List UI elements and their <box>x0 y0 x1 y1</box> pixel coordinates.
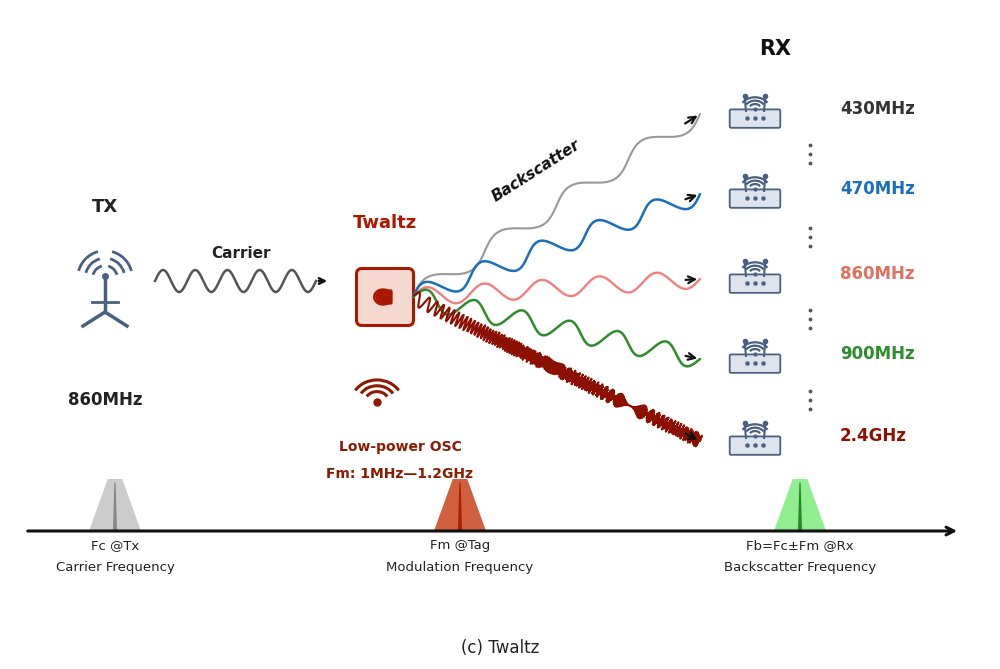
FancyBboxPatch shape <box>730 189 780 208</box>
Text: Low-power OSC: Low-power OSC <box>339 440 461 454</box>
Text: Fm @Tag: Fm @Tag <box>430 539 490 552</box>
Text: 860MHz: 860MHz <box>68 391 142 409</box>
Text: Twaltz: Twaltz <box>353 214 417 232</box>
Polygon shape <box>113 482 117 531</box>
Text: Backscatter: Backscatter <box>490 137 583 204</box>
FancyBboxPatch shape <box>730 110 780 128</box>
Text: 900MHz: 900MHz <box>840 345 915 363</box>
FancyBboxPatch shape <box>730 436 780 455</box>
Text: 2.4GHz: 2.4GHz <box>840 427 907 445</box>
FancyBboxPatch shape <box>356 268 414 326</box>
FancyBboxPatch shape <box>730 355 780 373</box>
Text: 860MHz: 860MHz <box>840 265 914 283</box>
Polygon shape <box>89 479 141 531</box>
Text: Carrier Frequency: Carrier Frequency <box>56 561 174 574</box>
Text: RX: RX <box>759 39 791 59</box>
Text: Fm: 1MHz—1.2GHz: Fm: 1MHz—1.2GHz <box>326 467 474 481</box>
Text: Backscatter Frequency: Backscatter Frequency <box>724 561 876 574</box>
Text: Fc @Tx: Fc @Tx <box>91 539 139 552</box>
Polygon shape <box>774 479 826 531</box>
Text: TX: TX <box>92 198 118 216</box>
Text: Fb=Fc±Fm @Rx: Fb=Fc±Fm @Rx <box>746 539 854 552</box>
FancyBboxPatch shape <box>730 274 780 293</box>
Polygon shape <box>434 479 486 531</box>
Text: 430MHz: 430MHz <box>840 100 915 118</box>
Text: Modulation Frequency: Modulation Frequency <box>386 561 534 574</box>
Polygon shape <box>798 482 802 531</box>
Text: 470MHz: 470MHz <box>840 180 915 198</box>
Text: (c) Twaltz: (c) Twaltz <box>461 639 539 657</box>
Polygon shape <box>458 482 462 531</box>
FancyBboxPatch shape <box>378 290 392 304</box>
Text: Carrier: Carrier <box>212 246 271 261</box>
